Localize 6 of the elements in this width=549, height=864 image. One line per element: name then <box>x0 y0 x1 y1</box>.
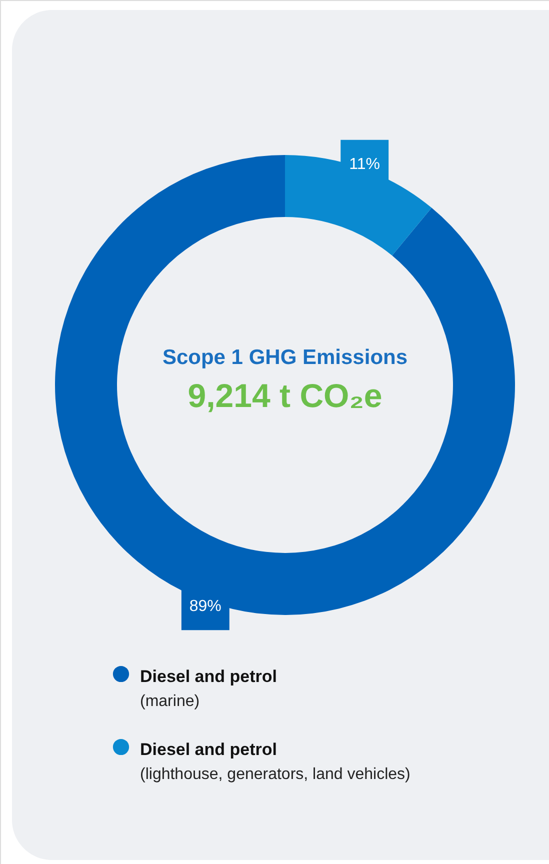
legend-label: Diesel and petrol (lighthouse, generators, land vehicles) <box>140 740 410 783</box>
data-label: 11% <box>349 156 380 173</box>
data-label: 89% <box>189 598 222 616</box>
text: Scope 1 GHG Emissions <box>162 346 408 369</box>
text: 9,214 t CO₂e <box>188 377 382 414</box>
legend-label: Diesel and petrol (marine) <box>140 667 277 710</box>
